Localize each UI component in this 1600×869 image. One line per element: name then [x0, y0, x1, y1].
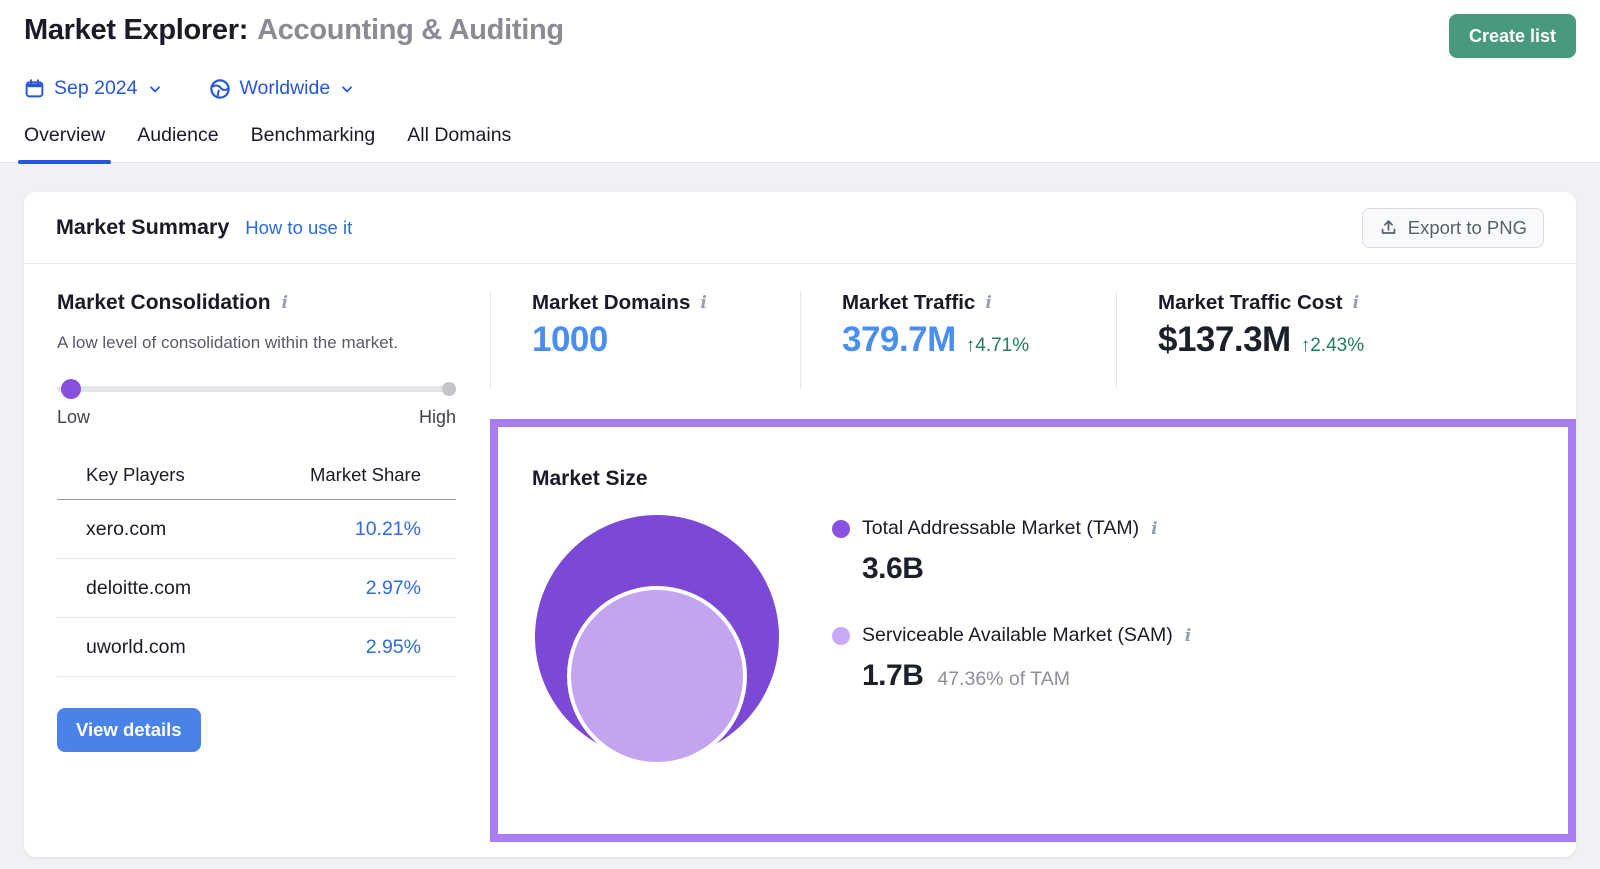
page-title-market-name: Accounting & Auditing — [257, 14, 564, 46]
globe-icon — [209, 78, 231, 100]
tam-value: 3.6B — [862, 552, 924, 585]
filter-selectors: Sep 2024 Worldwide — [24, 77, 1576, 100]
key-players-table: Key Players Market Share xero.com 10.21%… — [57, 464, 456, 678]
upload-icon — [1379, 218, 1398, 237]
slider-track — [57, 386, 456, 393]
card-body: Market Consolidation i A low level of co… — [24, 264, 1576, 842]
tab-audience[interactable]: Audience — [137, 124, 219, 146]
tam-legend-label: Total Addressable Market (TAM) — [862, 517, 1140, 539]
slider-high-label: High — [418, 407, 456, 428]
table-row: deloitte.com 2.97% — [57, 559, 456, 619]
card-title: Market Summary — [56, 215, 230, 239]
key-player-domain: uworld.com — [86, 635, 186, 658]
region-selector[interactable]: Worldwide — [209, 77, 356, 100]
page-title: Market Explorer: Accounting & Auditing — [24, 14, 564, 47]
info-icon[interactable]: i — [1352, 293, 1360, 313]
right-column: Market Domains i 1000 Market Traffic i — [490, 264, 1576, 842]
create-list-button[interactable]: Create list — [1448, 14, 1576, 58]
market-summary-card: Market Summary How to use it Export to P… — [24, 192, 1576, 857]
sam-circle — [567, 586, 747, 766]
export-to-png-button[interactable]: Export to PNG — [1361, 207, 1544, 248]
date-selector-label: Sep 2024 — [54, 77, 138, 99]
chevron-down-icon — [147, 81, 163, 97]
table-row: xero.com 10.21% — [57, 500, 456, 560]
stat-market-traffic-cost: Market Traffic Cost i $137.3M ↑2.43% — [1116, 291, 1576, 389]
column-header-market-share: Market Share — [309, 464, 421, 486]
stat-market-domains: Market Domains i 1000 — [490, 291, 800, 389]
market-traffic-label: Market Traffic — [842, 291, 976, 314]
tab-all-domains[interactable]: All Domains — [407, 124, 512, 146]
key-players-table-header: Key Players Market Share — [57, 464, 456, 501]
market-size-section: Market Size Total Addressable Market ( — [490, 419, 1576, 842]
sam-legend-dot — [832, 626, 850, 645]
sam-percent-of-tam: 47.36% of TAM — [937, 668, 1070, 690]
consolidation-description: A low level of consolidation within the … — [57, 333, 399, 352]
info-icon[interactable]: i — [700, 293, 707, 313]
info-icon[interactable]: i — [1184, 625, 1192, 646]
view-details-button[interactable]: View details — [57, 708, 201, 753]
market-size-title: Market Size — [532, 467, 648, 490]
tab-bar: Overview Audience Benchmarking All Domai… — [0, 124, 1600, 164]
slider-thumb[interactable] — [61, 379, 81, 400]
market-size-legend: Total Addressable Market (TAM) i 3.6B Se… — [832, 515, 1191, 771]
info-icon[interactable]: i — [1151, 518, 1158, 539]
consolidation-slider — [57, 379, 456, 400]
key-player-domain: xero.com — [86, 517, 167, 540]
market-size-circle-chart — [534, 515, 780, 771]
table-row: uworld.com 2.95% — [57, 618, 456, 678]
how-to-use-link[interactable]: How to use it — [245, 216, 353, 238]
market-consolidation-section: Market Consolidation i A low level of co… — [24, 264, 490, 842]
market-traffic-change: ↑4.71% — [965, 335, 1030, 356]
info-icon[interactable]: i — [985, 293, 992, 313]
slider-end-dot — [442, 382, 456, 397]
slider-low-label: Low — [57, 407, 91, 428]
column-header-key-players: Key Players — [86, 464, 185, 486]
market-domains-value: 1000 — [532, 320, 608, 359]
tab-benchmarking[interactable]: Benchmarking — [250, 124, 376, 146]
region-selector-label: Worldwide — [239, 77, 331, 99]
market-traffic-cost-change: ↑2.43% — [1300, 335, 1365, 356]
chevron-down-icon — [339, 81, 355, 97]
page-header: Market Explorer: Accounting & Auditing Cr… — [0, 0, 1600, 164]
key-player-share[interactable]: 2.97% — [365, 576, 421, 599]
card-header: Market Summary How to use it Export to P… — [24, 192, 1576, 264]
market-traffic-cost-value: $137.3M — [1158, 320, 1291, 359]
market-consolidation-title: Market Consolidation — [57, 291, 271, 314]
title-row: Market Explorer: Accounting & Auditing Cr… — [24, 0, 1576, 58]
key-player-domain: deloitte.com — [86, 576, 192, 599]
sam-value: 1.7B — [862, 659, 924, 692]
market-traffic-cost-label: Market Traffic Cost — [1158, 291, 1343, 314]
market-domains-label: Market Domains — [532, 291, 691, 314]
stat-market-traffic: Market Traffic i 379.7M ↑4.71% — [800, 291, 1116, 389]
content-area: Market Summary How to use it Export to P… — [0, 163, 1600, 857]
tam-legend-dot — [832, 519, 850, 538]
export-to-png-label: Export to PNG — [1407, 216, 1527, 238]
key-player-share[interactable]: 2.95% — [365, 635, 421, 658]
date-selector[interactable]: Sep 2024 — [24, 77, 163, 100]
tab-overview[interactable]: Overview — [17, 124, 112, 164]
market-stats-row: Market Domains i 1000 Market Traffic i — [490, 291, 1576, 389]
market-traffic-value: 379.7M — [842, 320, 956, 359]
calendar-icon — [24, 78, 45, 99]
info-icon[interactable]: i — [281, 293, 288, 313]
key-player-share[interactable]: 10.21% — [354, 517, 421, 540]
page-title-prefix: Market Explorer: — [24, 14, 249, 46]
sam-legend-label: Serviceable Available Market (SAM) — [862, 624, 1173, 646]
